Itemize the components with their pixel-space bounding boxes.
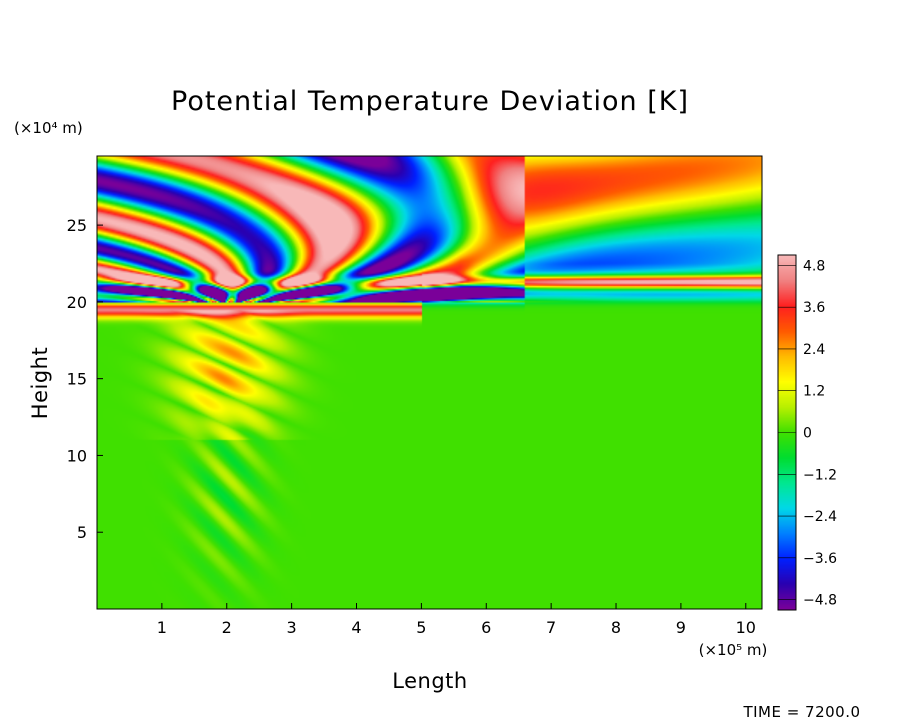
- colorbar-tick-label: 0: [803, 426, 812, 442]
- x-tick-label: 2: [222, 618, 232, 637]
- colorbar-tick-label: −3.6: [803, 551, 837, 567]
- x-axis: 1 2 3 4 5 6 7 8 9 10: [157, 603, 756, 637]
- colorbar: 4.8 3.6 2.4 1.2 0 −1.2 −2.4 −3.6 −4.8: [777, 254, 837, 611]
- y-tick-label: 15: [67, 370, 87, 389]
- x-tick-label: 10: [736, 618, 756, 637]
- time-label: TIME = 7200.0: [742, 703, 860, 721]
- y-tick-label: 20: [67, 293, 87, 312]
- colorbar-tick-label: −2.4: [803, 509, 837, 525]
- y-tick-label: 5: [77, 523, 87, 542]
- colorbar-tick-label: 4.8: [803, 258, 825, 274]
- chart-title: Potential Temperature Deviation [K]: [171, 86, 689, 117]
- x-tick-label: 5: [416, 618, 426, 637]
- y-axis: 5 10 15 20 25: [67, 216, 103, 542]
- colorbar-tick-label: 1.2: [803, 384, 825, 400]
- x-tick-label: 7: [546, 618, 556, 637]
- plot-area: [96, 155, 763, 610]
- colorbar-tick-label: 2.4: [803, 342, 825, 358]
- heatmap-field: [97, 156, 762, 609]
- colorbar-tick-label: −4.8: [803, 593, 837, 609]
- x-tick-label: 6: [481, 618, 491, 637]
- colorbar-tick-label: 3.6: [803, 300, 825, 316]
- x-tick-label: 9: [676, 618, 686, 637]
- x-tick-label: 1: [157, 618, 167, 637]
- y-tick-label: 10: [67, 446, 87, 465]
- x-tick-label: 8: [611, 618, 621, 637]
- x-axis-unit: (×10⁵ m): [699, 641, 768, 659]
- x-tick-label: 3: [287, 618, 297, 637]
- colorbar-tick-label: −1.2: [803, 467, 837, 483]
- x-axis-label: Length: [392, 669, 467, 693]
- plot-frame: [96, 155, 763, 610]
- x-tick-label: 4: [351, 618, 361, 637]
- y-axis-unit: (×10⁴ m): [14, 119, 83, 137]
- colorbar-ticks: 4.8 3.6 2.4 1.2 0 −1.2 −2.4 −3.6 −4.8: [778, 258, 837, 609]
- y-axis-label: Height: [28, 347, 52, 419]
- y-tick-label: 25: [67, 216, 87, 235]
